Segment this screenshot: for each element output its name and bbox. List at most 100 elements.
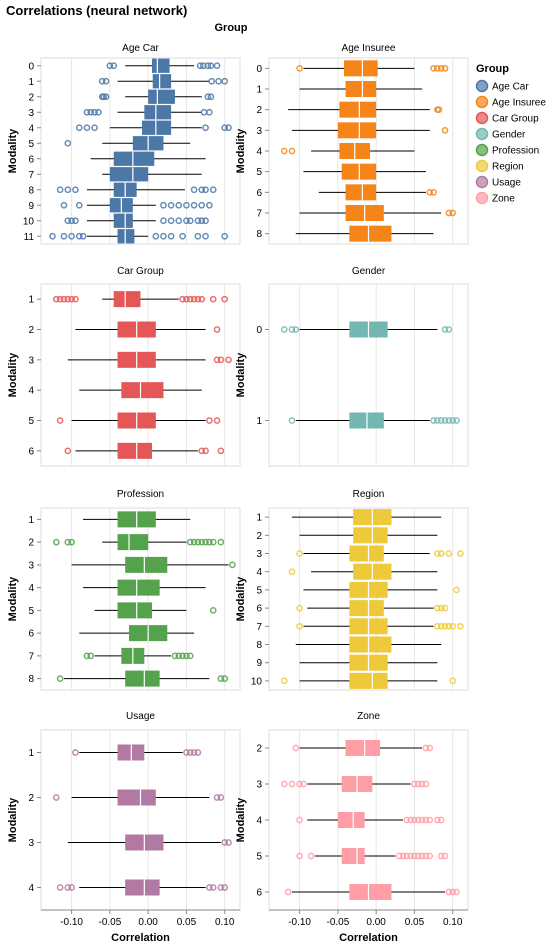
- outlier-point: [414, 816, 422, 824]
- box-row: 6: [256, 600, 449, 617]
- box-row: 5: [256, 581, 460, 598]
- outlier-point: [206, 538, 213, 546]
- outlier-point: [437, 816, 445, 824]
- x-axis-label: Correlation: [111, 932, 170, 944]
- outlier-point: [87, 652, 95, 660]
- y-tick-label: 8: [256, 229, 262, 240]
- outlier-point: [160, 217, 167, 225]
- box-row: 8: [256, 225, 434, 242]
- y-tick-label: 1: [256, 85, 262, 96]
- panel-usage: Usage Modality 1 2 3 4 -0.10 -0.05 0.00 0.05 0.10 C…: [7, 711, 241, 944]
- box-row: 1: [28, 744, 202, 761]
- panel-title: Region: [353, 489, 385, 500]
- y-tick-label: 8: [28, 185, 34, 196]
- outlier-point: [198, 217, 206, 225]
- x-tick-label: 0.05: [405, 917, 425, 928]
- y-tick-label: 3: [28, 108, 34, 119]
- box: [117, 579, 160, 596]
- legend-swatch: [475, 175, 489, 189]
- outlier-point: [445, 417, 453, 424]
- outlier-point: [206, 201, 213, 209]
- outlier-point: [204, 62, 212, 70]
- outlier-point: [91, 124, 98, 132]
- outlier-point: [288, 780, 296, 788]
- x-tick-label: -0.05: [98, 917, 121, 928]
- outlier-point: [179, 232, 186, 240]
- outlier-point: [403, 816, 411, 824]
- outlier-point: [186, 652, 194, 660]
- legend-label: Gender: [492, 130, 526, 141]
- outlier-point: [418, 780, 426, 788]
- outlier-point: [68, 884, 75, 891]
- outlier-point: [437, 604, 445, 612]
- outlier-point: [453, 888, 460, 896]
- box-row: 1: [256, 81, 423, 97]
- outlier-point: [411, 852, 418, 860]
- box: [341, 848, 365, 864]
- outlier-point: [403, 852, 411, 860]
- y-tick-label: 8: [256, 640, 262, 651]
- outlier-point: [296, 64, 303, 72]
- legend-swatch: [475, 111, 489, 125]
- legend-swatch: [475, 95, 489, 109]
- panel-title: Age Car: [122, 43, 159, 54]
- outlier-point: [225, 839, 232, 846]
- y-tick-label: 4: [28, 583, 34, 594]
- outlier-point: [202, 232, 209, 240]
- box-row: 1: [28, 74, 229, 89]
- outlier-point: [213, 62, 221, 70]
- outlier-point: [449, 417, 457, 424]
- y-tick-label: 2: [256, 105, 262, 116]
- outlier-point: [453, 586, 460, 594]
- box-row: 3: [256, 776, 430, 792]
- outlier-point: [441, 326, 449, 333]
- y-tick-label: 1: [28, 515, 34, 526]
- outlier-point: [68, 295, 75, 303]
- outlier-point: [456, 550, 464, 557]
- y-tick-label: 3: [256, 780, 262, 791]
- box-row: 3: [28, 351, 232, 368]
- outlier-point: [418, 852, 426, 860]
- box-row: 1: [256, 412, 460, 429]
- outlier-point: [434, 604, 441, 612]
- box: [337, 812, 365, 828]
- outlier-point: [395, 852, 403, 860]
- legend-swatch: [475, 191, 489, 205]
- y-tick-label: 5: [256, 852, 262, 863]
- box-row: 1: [256, 509, 442, 526]
- outlier-point: [456, 622, 464, 630]
- box: [151, 58, 170, 73]
- legend-item: Region: [475, 159, 524, 173]
- x-tick-label: 0.05: [177, 917, 197, 928]
- box-row: 11: [24, 229, 229, 244]
- x-tick-label: 0.10: [215, 917, 235, 928]
- outlier-point: [106, 62, 114, 70]
- outlier-point: [56, 186, 64, 194]
- outlier-point: [215, 77, 222, 85]
- y-tick-label: 0: [256, 64, 262, 75]
- outlier-point: [198, 447, 206, 455]
- y-axis-label: Modality: [235, 352, 247, 397]
- box-row: 2: [28, 321, 221, 338]
- outlier-point: [209, 295, 217, 303]
- box: [109, 167, 149, 182]
- panel-frame: [268, 283, 469, 467]
- outlier-point: [56, 417, 64, 424]
- box-row: 5: [256, 848, 449, 864]
- outlier-point: [217, 356, 225, 364]
- panel-frame: [40, 57, 241, 245]
- legend-item: Zone: [475, 191, 515, 205]
- box: [113, 213, 133, 228]
- y-tick-label: 1: [256, 416, 262, 427]
- box-row: 9: [256, 654, 438, 671]
- outlier-point: [449, 677, 457, 685]
- outlier-point: [52, 794, 60, 801]
- box-row: 8: [256, 636, 442, 653]
- box-row: 0: [256, 321, 453, 338]
- outlier-point: [213, 356, 221, 364]
- y-tick-label: 11: [24, 232, 35, 243]
- outlier-point: [198, 295, 206, 303]
- y-tick-label: 2: [28, 793, 34, 804]
- outlier-point: [213, 417, 221, 424]
